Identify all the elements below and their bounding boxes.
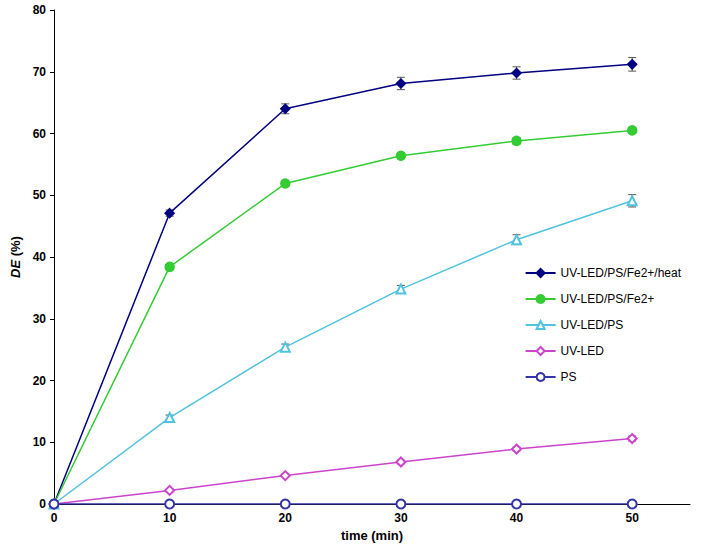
svg-text:PS: PS	[561, 370, 577, 384]
svg-text:UV-LED/PS/Fe2+: UV-LED/PS/Fe2+	[561, 292, 655, 306]
svg-text:40: 40	[510, 511, 524, 525]
svg-text:50: 50	[626, 511, 640, 525]
svg-text:30: 30	[394, 511, 408, 525]
svg-text:50: 50	[33, 188, 47, 202]
svg-text:0: 0	[51, 511, 58, 525]
svg-text:0: 0	[39, 497, 46, 511]
svg-text:(%): (%)	[8, 236, 23, 260]
svg-text:10: 10	[163, 511, 177, 525]
svg-text:40: 40	[33, 250, 47, 264]
svg-text:time (min): time (min)	[341, 528, 403, 543]
svg-text:60: 60	[33, 127, 47, 141]
svg-text:20: 20	[279, 511, 293, 525]
svg-text:10: 10	[33, 435, 47, 449]
svg-text:80: 80	[33, 3, 47, 17]
svg-text:DE: DE	[8, 260, 23, 278]
svg-text:UV-LED/PS/Fe2+/heat: UV-LED/PS/Fe2+/heat	[561, 266, 682, 280]
svg-text:30: 30	[33, 312, 47, 326]
svg-text:UV-LED: UV-LED	[561, 344, 605, 358]
svg-text:20: 20	[33, 374, 47, 388]
svg-text:70: 70	[33, 65, 47, 79]
svg-text:UV-LED/PS: UV-LED/PS	[561, 318, 624, 332]
